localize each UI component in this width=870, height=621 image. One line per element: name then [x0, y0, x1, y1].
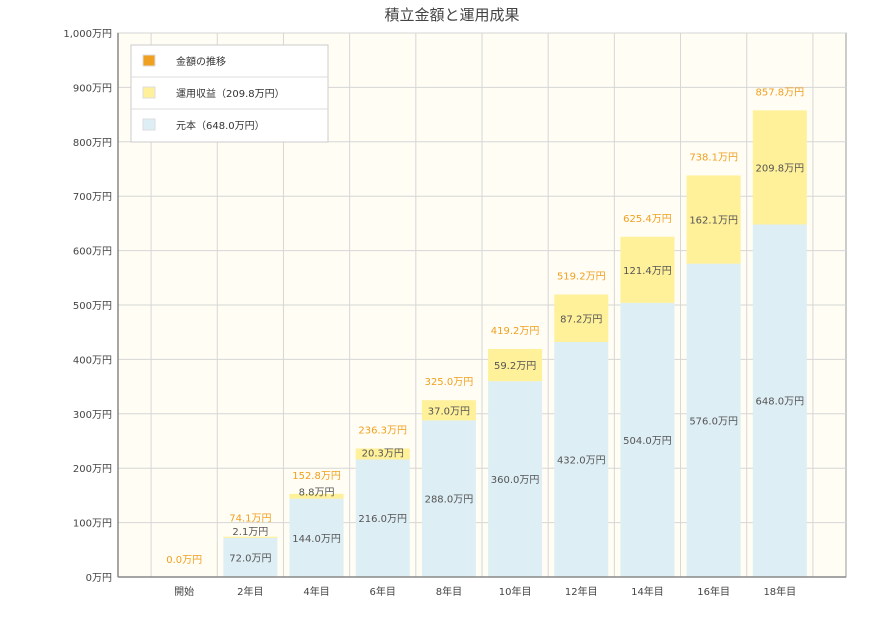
legend: 金額の推移 運用収益（209.8万円） 元本（648.0万円） — [130, 44, 329, 143]
bar-label-return: 8.8万円 — [299, 488, 335, 499]
bar-label-return: 37.0万円 — [428, 406, 470, 417]
bar-label-principal: 288.0万円 — [425, 495, 474, 506]
bar-label-principal: 576.0万円 — [689, 416, 738, 427]
bar-label-total: 625.4万円 — [623, 214, 672, 225]
y-tick-label: 200万円 — [73, 464, 112, 475]
y-tick-label: 0万円 — [86, 573, 112, 584]
bar-label-total: 519.2万円 — [557, 272, 606, 283]
x-tick-label: 12年目 — [565, 585, 598, 598]
x-tick-label: 8年目 — [436, 585, 462, 598]
x-tick-label: 10年目 — [499, 585, 532, 598]
y-axis-ticks: 0万円 100万円 200万円 300万円 400万円 500万円 600万円 700万円 80… — [63, 29, 112, 584]
bar-label-principal: 504.0万円 — [623, 436, 672, 447]
bar-principal — [223, 537, 278, 577]
bar-label-total: 0.0万円 — [166, 555, 202, 566]
bar-return — [289, 493, 344, 499]
x-tick-label: 14年目 — [631, 585, 664, 598]
bar-principal — [752, 224, 807, 577]
bar-label-total: 74.1万円 — [229, 514, 271, 525]
bar-label-return: 162.1万円 — [689, 216, 738, 227]
bar-label-return: 20.3万円 — [362, 448, 404, 459]
bar-principal — [554, 341, 609, 577]
bar-label-principal: 216.0万円 — [358, 514, 407, 525]
y-tick-label: 400万円 — [73, 355, 112, 366]
legend-label-total: 金額の推移 — [176, 55, 226, 68]
bar-return — [752, 110, 807, 225]
bar-return — [488, 348, 543, 382]
bar-principal — [488, 381, 543, 577]
y-tick-label: 900万円 — [73, 83, 112, 94]
x-tick-label: 16年目 — [697, 585, 730, 598]
bar-principal — [355, 459, 410, 577]
legend-swatch-return — [142, 86, 156, 99]
y-tick-label: 800万円 — [73, 138, 112, 149]
bar-label-principal: 72.0万円 — [229, 553, 271, 564]
y-tick-label: 700万円 — [73, 192, 112, 203]
bar-label-principal: 144.0万円 — [292, 534, 341, 545]
bar-label-return: 121.4万円 — [623, 266, 672, 277]
bar-label-total: 857.8万円 — [755, 87, 804, 98]
bar-label-return: 209.8万円 — [755, 163, 804, 174]
x-tick-label: 2年目 — [237, 585, 263, 598]
legend-label-return: 運用収益（209.8万円） — [176, 87, 285, 100]
bar-principal — [289, 498, 344, 577]
bar-principal — [686, 263, 741, 577]
bar-label-total: 152.8万円 — [292, 471, 341, 482]
bar-return — [620, 236, 675, 303]
bar-label-return: 59.2万円 — [494, 361, 536, 372]
legend-label-principal: 元本（648.0万円） — [176, 119, 265, 132]
legend-box — [130, 44, 329, 143]
bar-return — [421, 400, 476, 421]
bar-label-total: 419.2万円 — [491, 326, 540, 337]
bar-label-total: 738.1万円 — [689, 152, 738, 163]
bar-label-return: 2.1万円 — [232, 527, 268, 538]
bar-return — [686, 175, 741, 264]
bar-principal — [421, 420, 476, 577]
bar-label-principal: 432.0万円 — [557, 455, 606, 466]
bar-label-principal: 648.0万円 — [755, 397, 804, 408]
bar-label-total: 325.0万円 — [425, 377, 474, 388]
bar-return — [223, 536, 278, 538]
bars-layer: 0.0万円 72.0万円 2.1万円 74.1万円 144.0万円 8.8万円 152.8万… — [166, 87, 807, 577]
x-tick-label: 6年目 — [370, 585, 396, 598]
y-tick-label: 600万円 — [73, 247, 112, 258]
x-tick-label: 18年目 — [763, 585, 796, 598]
chart-title: 積立金額と運用成果 — [384, 6, 519, 24]
bar-principal — [620, 302, 675, 577]
x-tick-label: 開始 — [174, 585, 194, 598]
x-tick-label: 4年目 — [303, 585, 329, 598]
y-tick-label: 500万円 — [73, 301, 112, 312]
bar-return — [554, 294, 609, 342]
y-tick-label: 1,000万円 — [63, 29, 112, 40]
bar-return — [355, 448, 410, 460]
y-tick-label: 300万円 — [73, 410, 112, 421]
bar-label-principal: 360.0万円 — [491, 475, 540, 486]
x-axis-ticks: 開始 2年目 4年目 6年目 8年目 10年目 12年目 14年目 16年目 18年目 — [174, 585, 796, 598]
legend-swatch-total — [142, 54, 156, 67]
bar-label-return: 87.2万円 — [560, 314, 602, 325]
legend-swatch-principal — [142, 118, 156, 131]
bar-label-total: 236.3万円 — [358, 425, 407, 436]
y-tick-label: 100万円 — [73, 519, 112, 530]
